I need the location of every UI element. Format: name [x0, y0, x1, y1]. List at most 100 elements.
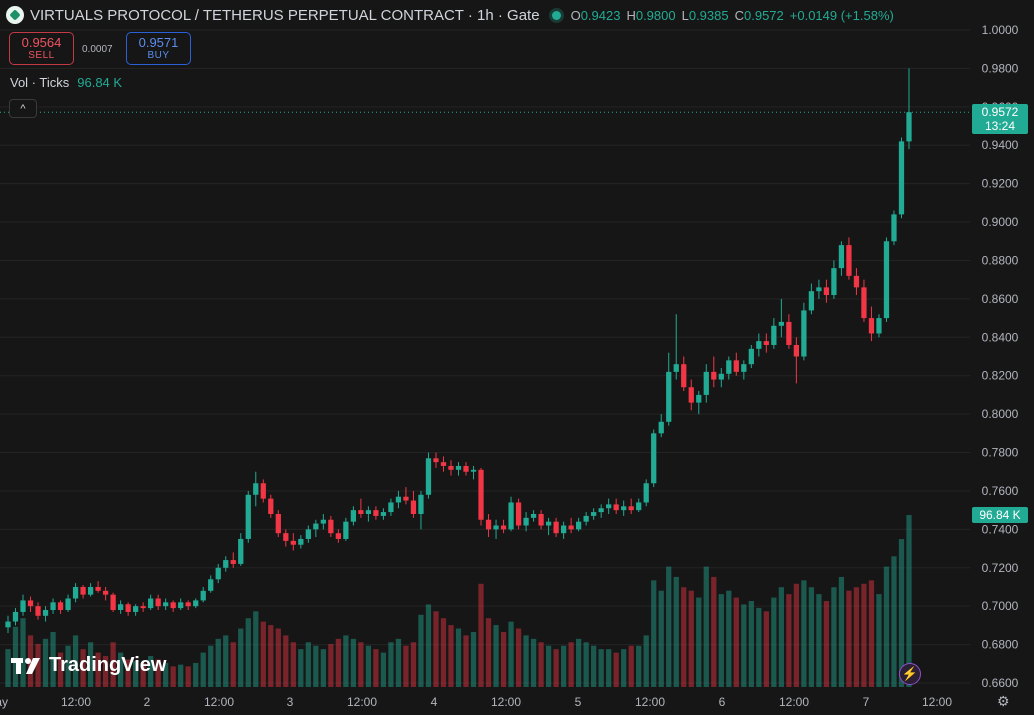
time-tick-label: 6	[719, 695, 726, 709]
candle-body	[636, 502, 642, 511]
volume-bar	[193, 662, 199, 687]
volume-bar	[102, 656, 109, 687]
volume-bar	[606, 649, 612, 687]
candle-body	[673, 364, 679, 372]
candle-body	[861, 287, 867, 319]
price-tick-label: 0.7400	[982, 522, 1019, 536]
chevron-up-icon: ^	[20, 102, 26, 115]
candles	[5, 68, 912, 634]
lightning-icon[interactable]: ⚡	[899, 663, 921, 685]
candle-body	[898, 141, 905, 215]
buy-label: BUY	[147, 50, 170, 61]
candle-body	[853, 275, 860, 288]
volume-bar	[50, 631, 56, 687]
close-value: 0.9572	[744, 7, 784, 23]
time-tick-label: 3	[287, 695, 294, 709]
candle-body	[87, 586, 94, 595]
volume-bar	[493, 625, 499, 687]
candle-body	[170, 602, 176, 609]
price-tick-label: 0.6600	[982, 676, 1019, 690]
price-tick-label: 0.7800	[982, 446, 1019, 460]
candle-body	[606, 504, 612, 509]
volume-bar	[560, 645, 567, 687]
volume-bar	[741, 604, 747, 687]
grid-lines	[0, 29, 970, 684]
volume-bar	[223, 635, 229, 687]
tradingview-logo-icon	[11, 657, 40, 674]
candle-body	[328, 519, 334, 534]
candle-body	[50, 602, 56, 611]
high-value: 0.9800	[635, 7, 676, 23]
candle-body	[448, 465, 454, 470]
candle-body	[433, 458, 439, 463]
volume-bar	[313, 645, 319, 687]
candle-body	[576, 521, 582, 530]
volume-bar	[463, 635, 469, 687]
volume-bar	[651, 580, 657, 687]
volume-bar	[155, 659, 161, 687]
candle-body	[681, 364, 687, 388]
tradingview-logo[interactable]: TradingView	[11, 654, 166, 677]
volume-bar	[95, 652, 101, 687]
volume-bar	[200, 652, 206, 687]
candle-body	[410, 500, 417, 514]
sell-button[interactable]: 0.9564 SELL	[9, 32, 74, 65]
high-label: H	[626, 7, 636, 23]
candle-body	[42, 610, 49, 616]
volume-bar	[726, 590, 732, 687]
price-tick-label: 0.6800	[982, 638, 1019, 652]
candle-body	[95, 586, 101, 591]
volume-legend[interactable]: Vol · Ticks 96.84 K	[10, 75, 122, 90]
ohlc-values: O0.9423 H0.9800 L0.9385 C0.9572 +0.0149 …	[571, 8, 894, 23]
volume-bar	[253, 611, 259, 687]
collapse-legend-button[interactable]: ^	[9, 99, 37, 118]
open-value: 0.9423	[580, 7, 621, 23]
volume-bar	[538, 642, 544, 687]
candle-body	[365, 510, 372, 514]
volume-bar	[358, 642, 364, 687]
candle-body	[335, 533, 341, 539]
candle-body	[253, 483, 259, 495]
volume-bar	[170, 666, 176, 687]
close-label: C	[734, 7, 744, 23]
buy-button[interactable]: 0.9571 BUY	[126, 32, 191, 65]
price-axis[interactable]: 1.00000.98000.96000.94000.92000.90000.88…	[982, 23, 1019, 690]
volume-bar	[42, 638, 49, 687]
time-axis[interactable]: ay 12:00 2 12:00 3 12:00 4 12:00 5 12:00 6 12:00 7 12…	[0, 695, 952, 709]
volume-bar	[718, 594, 724, 687]
candle-body	[808, 291, 815, 311]
candle-body	[583, 515, 589, 522]
volume-bar	[328, 644, 334, 687]
volume-bar	[696, 597, 702, 687]
volume-bar	[87, 642, 94, 687]
price-tick-label: 0.9200	[982, 177, 1019, 191]
candle-body	[268, 498, 274, 514]
volume-bar	[215, 638, 221, 687]
volume-bar	[125, 659, 131, 687]
gear-icon[interactable]: ⚙	[997, 693, 1010, 709]
volume-bar	[621, 649, 627, 687]
volume-bar	[711, 576, 717, 687]
volume-bar	[733, 597, 739, 687]
price-tick-label: 0.9800	[982, 61, 1019, 75]
candle-body	[891, 214, 897, 242]
candle-body	[102, 590, 109, 595]
volume-bar	[500, 631, 507, 687]
candle-body	[538, 513, 544, 526]
candle-body	[786, 321, 792, 345]
candle-body	[658, 421, 664, 434]
time-tick-label: 12:00	[635, 695, 665, 709]
time-tick-label: 2	[144, 695, 151, 709]
candle-body	[343, 521, 349, 539]
candle-body	[485, 519, 492, 530]
price-tick-label: 0.8000	[982, 407, 1019, 421]
time-tick-label: ay	[0, 695, 8, 709]
candle-body	[163, 602, 169, 607]
volume-bar	[230, 642, 236, 687]
candle-body	[523, 517, 529, 526]
candle-body	[117, 604, 124, 611]
buy-price: 0.9571	[138, 35, 179, 50]
symbol-title[interactable]: VIRTUALS PROTOCOL / TETHERUS PERPETUAL C…	[30, 6, 540, 24]
